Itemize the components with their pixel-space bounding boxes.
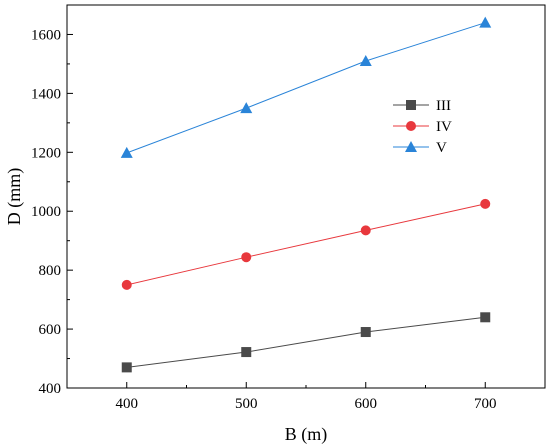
legend-marker <box>406 121 416 131</box>
y-tick-label: 1600 <box>31 27 61 43</box>
y-tick-label: 400 <box>39 381 62 397</box>
data-point <box>480 312 491 323</box>
series-line <box>126 316 486 368</box>
y-tick-label: 1400 <box>31 86 61 102</box>
data-point <box>241 252 252 263</box>
y-tick-label: 600 <box>39 322 62 338</box>
data-point <box>241 347 252 358</box>
data-point <box>359 54 372 66</box>
y-tick-label: 1000 <box>31 204 61 220</box>
data-point <box>120 146 133 158</box>
data-point <box>360 225 371 236</box>
legend-marker <box>406 100 416 110</box>
legend: III IV V <box>393 98 452 156</box>
y-axis-label: D (mm) <box>4 168 25 226</box>
legend-entry: III <box>393 98 451 114</box>
x-axis-label: B (m) <box>285 424 328 445</box>
x-tick-label: 700 <box>474 396 497 412</box>
data-point <box>360 327 371 338</box>
y-tick-label: 1200 <box>31 145 61 161</box>
legend-entry: IV <box>393 119 452 135</box>
series-layer <box>120 16 492 373</box>
legend-label: V <box>436 140 447 156</box>
legend-marker <box>405 141 417 152</box>
series-IV <box>121 198 491 290</box>
series-line <box>126 22 486 154</box>
data-point <box>480 198 491 209</box>
data-point <box>479 16 492 28</box>
data-point <box>121 279 132 290</box>
series-III <box>121 312 491 373</box>
data-point <box>121 362 132 373</box>
legend-label: III <box>436 98 451 114</box>
ticks-layer: 400 500 600 700 400 600 800 1000 1200 1400 1600 <box>31 27 497 412</box>
x-tick-label: 500 <box>235 396 258 412</box>
series-V <box>120 16 492 158</box>
x-tick-label: 400 <box>116 396 139 412</box>
series-line <box>126 203 486 286</box>
data-point <box>240 102 253 114</box>
legend-label: IV <box>436 119 452 135</box>
plot-frame <box>66 4 546 389</box>
y-tick-label: 800 <box>39 263 62 279</box>
legend-entry: V <box>393 140 447 156</box>
x-tick-label: 600 <box>355 396 378 412</box>
